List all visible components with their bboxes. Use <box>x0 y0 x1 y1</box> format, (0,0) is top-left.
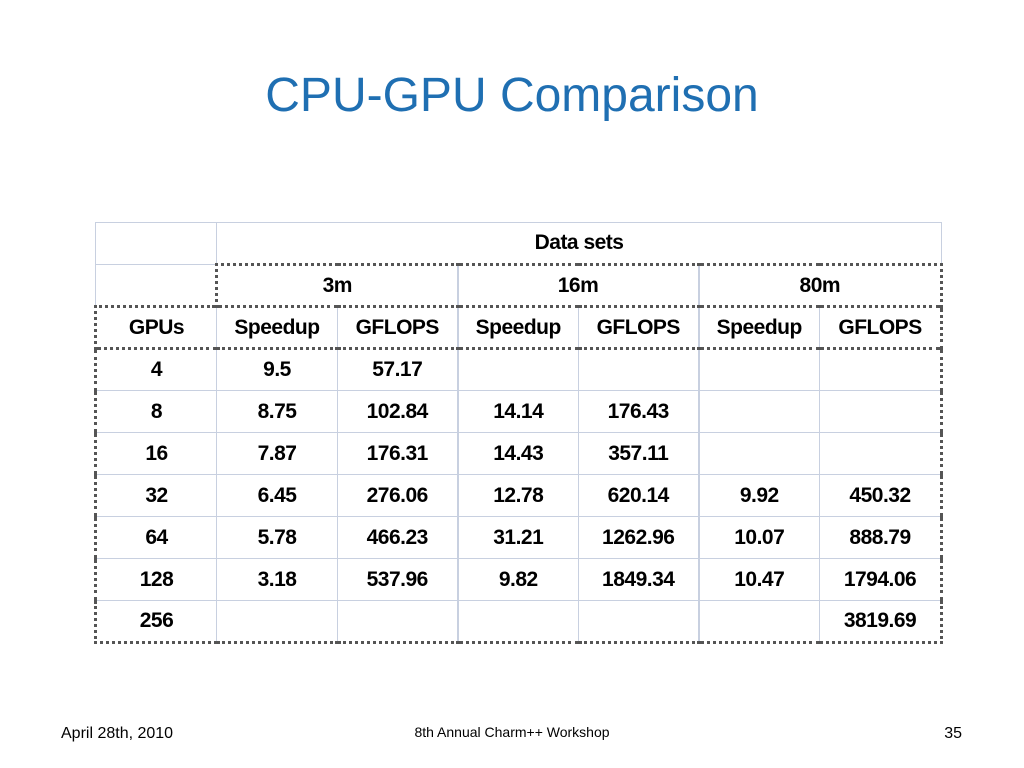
gpu-count-cell: 32 <box>94 474 217 517</box>
table-cell: 3.18 <box>216 558 338 601</box>
dataset-header-16m: 16m <box>456 263 699 307</box>
gpu-count-cell: 64 <box>94 516 217 559</box>
table-cell <box>578 600 699 644</box>
table-cell: 14.14 <box>456 390 579 433</box>
table-header-row-dataset-names: 3m 16m 80m <box>95 263 944 307</box>
table-cell: 10.47 <box>697 558 820 601</box>
table-cell: 620.14 <box>578 474 699 517</box>
table-row: 4 9.5 57.17 <box>94 347 944 391</box>
column-header-gpus: GPUs <box>94 305 217 349</box>
table-cell: 12.78 <box>456 474 579 517</box>
gpu-count-cell: 4 <box>94 347 217 391</box>
table-cell: 9.82 <box>456 558 579 601</box>
table-row: 8 8.75 102.84 14.14 176.43 <box>94 390 944 433</box>
column-header-gflops: GFLOPS <box>578 305 699 349</box>
table-cell: 466.23 <box>337 516 458 559</box>
table-cell <box>337 600 458 644</box>
gpu-count-cell: 8 <box>94 390 217 433</box>
table-row: 256 3819.69 <box>94 600 944 644</box>
table-cell <box>818 432 944 475</box>
table-row: 16 7.87 176.31 14.43 357.11 <box>94 432 944 475</box>
table-cell: 450.32 <box>818 474 944 517</box>
table-cell: 1262.96 <box>578 516 699 559</box>
table-header-row-columns: GPUs Speedup GFLOPS Speedup GFLOPS Speed… <box>94 305 944 349</box>
table-corner-cell <box>95 264 217 307</box>
table-cell: 102.84 <box>337 390 458 433</box>
page-number: 35 <box>944 725 962 742</box>
footer-event: 8th Annual Charm++ Workshop <box>414 724 610 740</box>
gpu-count-cell: 256 <box>94 600 217 644</box>
table-row: 128 3.18 537.96 9.82 1849.34 10.47 1794.06 <box>94 558 944 601</box>
table-cell: 888.79 <box>818 516 944 559</box>
column-header-gflops: GFLOPS <box>337 305 458 349</box>
table-cell: 9.92 <box>697 474 820 517</box>
table-corner-cell <box>95 222 217 265</box>
gpu-count-cell: 16 <box>94 432 217 475</box>
comparison-table: Data sets 3m 16m 80m GPUs Speedup GFLOPS… <box>94 222 944 644</box>
table-cell <box>578 347 699 391</box>
column-header-speedup: Speedup <box>216 305 338 349</box>
datasets-header: Data sets <box>215 222 943 265</box>
column-header-speedup: Speedup <box>697 305 820 349</box>
table-header-row-datasets: Data sets <box>95 222 943 265</box>
table-cell: 8.75 <box>216 390 338 433</box>
table-cell: 10.07 <box>697 516 820 559</box>
table-cell <box>697 600 820 644</box>
table-cell: 176.31 <box>337 432 458 475</box>
table-cell: 357.11 <box>578 432 699 475</box>
table-cell: 1849.34 <box>578 558 699 601</box>
dataset-header-80m: 80m <box>697 263 944 307</box>
table-cell: 1794.06 <box>818 558 944 601</box>
table-cell: 9.5 <box>216 347 338 391</box>
table-row: 64 5.78 466.23 31.21 1262.96 10.07 888.79 <box>94 516 944 559</box>
table-cell <box>697 347 820 391</box>
table-cell: 31.21 <box>456 516 579 559</box>
table-cell <box>697 390 820 433</box>
table-cell: 537.96 <box>337 558 458 601</box>
table-row: 32 6.45 276.06 12.78 620.14 9.92 450.32 <box>94 474 944 517</box>
slide-title: CPU-GPU Comparison <box>265 69 759 122</box>
footer-date: April 28th, 2010 <box>61 725 174 742</box>
table-cell: 14.43 <box>456 432 579 475</box>
table-cell: 5.78 <box>216 516 338 559</box>
table-cell: 176.43 <box>578 390 699 433</box>
table-cell: 6.45 <box>216 474 338 517</box>
table-cell: 7.87 <box>216 432 338 475</box>
table-cell: 276.06 <box>337 474 458 517</box>
column-header-gflops: GFLOPS <box>818 305 944 349</box>
table-cell <box>697 432 820 475</box>
table-cell: 57.17 <box>337 347 458 391</box>
table-cell <box>456 600 579 644</box>
table-cell <box>456 347 579 391</box>
table-cell <box>818 390 944 433</box>
table-cell: 3819.69 <box>818 600 944 644</box>
gpu-count-cell: 128 <box>94 558 217 601</box>
table-cell <box>216 600 338 644</box>
dataset-header-3m: 3m <box>215 263 458 307</box>
column-header-speedup: Speedup <box>456 305 579 349</box>
table-cell <box>818 347 944 391</box>
